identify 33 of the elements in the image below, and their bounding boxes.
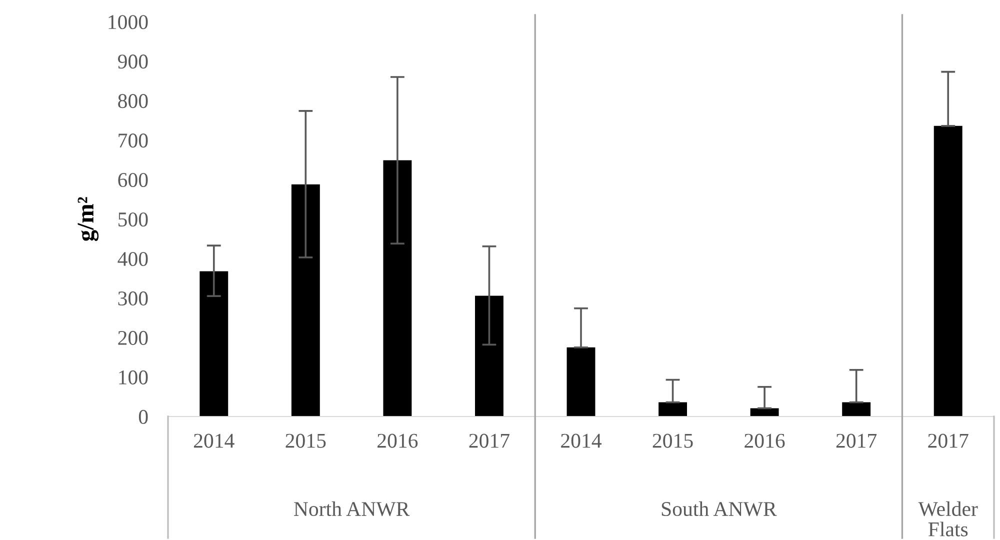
y-tick-label: 600 bbox=[118, 172, 148, 188]
y-tick-label: 900 bbox=[118, 54, 148, 69]
bar bbox=[291, 184, 320, 416]
bar bbox=[383, 160, 412, 416]
y-axis-title: g/m² bbox=[78, 197, 99, 242]
y-tick-label: 500 bbox=[118, 212, 148, 227]
y-tick-label: 700 bbox=[118, 134, 148, 148]
y-tick-label: 0 bbox=[138, 410, 148, 424]
x-tick-label: 2017 bbox=[836, 434, 877, 448]
x-tick-label: 2014 bbox=[194, 434, 234, 448]
y-tick-label: 300 bbox=[118, 291, 148, 306]
x-tick-label: 2015 bbox=[286, 434, 326, 448]
bar bbox=[474, 296, 504, 416]
bar bbox=[566, 347, 596, 416]
y-tick-label: 1000 bbox=[108, 15, 148, 30]
bar bbox=[842, 402, 871, 416]
x-tick-label: 2016 bbox=[744, 434, 785, 448]
x-tick-label: 2015 bbox=[652, 434, 693, 448]
y-tick-label: 400 bbox=[118, 252, 148, 266]
text: Welder Flats bbox=[918, 501, 978, 536]
x-tick-label: 2017 bbox=[469, 434, 510, 448]
y-tick-label: 200 bbox=[118, 330, 148, 345]
x-tick-label: 2017 bbox=[928, 434, 968, 448]
bar bbox=[750, 408, 779, 416]
text: South ANWR bbox=[662, 501, 777, 516]
x-tick-label: 2014 bbox=[561, 434, 602, 448]
y-tick-label: 100 bbox=[119, 370, 148, 384]
bar bbox=[200, 271, 228, 416]
bar bbox=[934, 126, 962, 416]
text: North ANWR bbox=[294, 501, 410, 516]
bar bbox=[658, 402, 688, 416]
y-tick-label: 800 bbox=[118, 94, 148, 108]
x-tick-label: 2016 bbox=[378, 434, 418, 448]
